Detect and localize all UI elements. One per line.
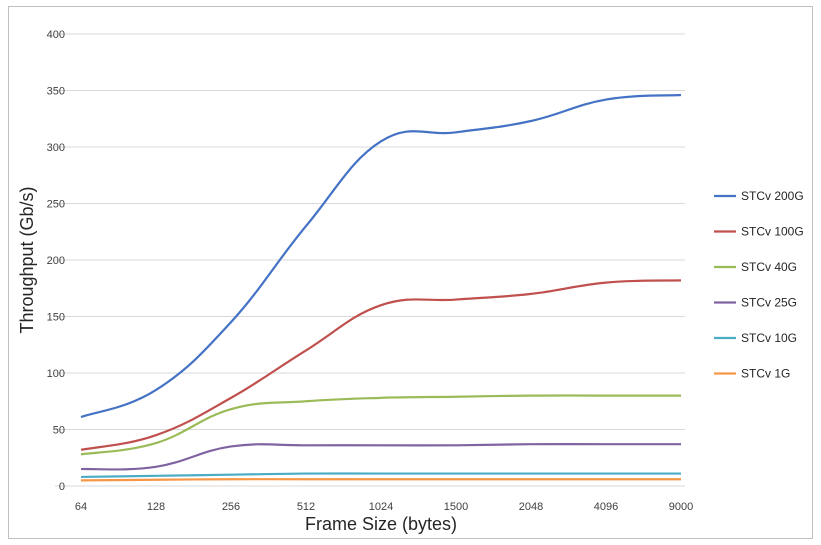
x-tick-label: 9000 (669, 501, 693, 513)
gridlines (55, 33, 685, 487)
legend-item: STCv 40G (714, 260, 797, 274)
series-line (80, 472, 681, 479)
x-tick-label: 256 (222, 501, 240, 513)
x-tick-label: 1024 (369, 501, 393, 513)
y-tick-label: 200 (47, 255, 65, 267)
line-chart: 0 50 100 150 200 250 300 350 400 64 128 256 512 1024… (17, 29, 804, 534)
y-tick-label: 0 (59, 481, 65, 493)
legend-label: STCv 200G (741, 189, 804, 203)
y-tick-label: 100 (47, 368, 65, 380)
legend-label: STCv 25G (741, 296, 797, 310)
legend-item: STCv 100G (714, 225, 804, 239)
series-line (80, 93, 682, 419)
x-tick-label: 2048 (519, 501, 543, 513)
x-tick-label: 4096 (594, 501, 618, 513)
legend-item: STCv 10G (714, 331, 797, 345)
y-tick-label: 400 (47, 29, 65, 41)
legend: STCv 200G STCv 100G STCv 40G STCv 25G STCv 1… (714, 189, 804, 381)
y-tick-label: 50 (53, 425, 65, 437)
chart-frame: 0 50 100 150 200 250 300 350 400 64 128 256 512 1024… (8, 6, 813, 539)
x-axis-title: Frame Size (bytes) (305, 514, 457, 534)
y-axis-ticks: 0 50 100 150 200 250 300 350 400 (47, 29, 65, 493)
x-tick-label: 512 (297, 501, 315, 513)
series-line (80, 478, 681, 482)
series-line (80, 442, 681, 471)
x-tick-label: 128 (147, 501, 165, 513)
legend-item: STCv 1G (714, 367, 790, 381)
legend-item: STCv 200G (714, 189, 804, 203)
series-lines (80, 93, 682, 482)
legend-label: STCv 100G (741, 225, 804, 239)
y-tick-label: 250 (47, 199, 65, 211)
legend-label: STCv 10G (741, 331, 797, 345)
series-line (80, 394, 681, 456)
y-tick-label: 350 (47, 86, 65, 98)
x-tick-label: 64 (75, 501, 87, 513)
x-tick-label: 1500 (444, 501, 468, 513)
legend-label: STCv 40G (741, 260, 797, 274)
y-tick-label: 150 (47, 312, 65, 324)
legend-label: STCv 1G (741, 367, 790, 381)
x-axis-ticks: 64 128 256 512 1024 1500 2048 4096 9000 (75, 501, 693, 513)
legend-item: STCv 25G (714, 296, 797, 310)
y-tick-label: 300 (47, 142, 65, 154)
series-line (80, 279, 682, 451)
y-axis-title: Throughput (Gb/s) (17, 186, 37, 333)
